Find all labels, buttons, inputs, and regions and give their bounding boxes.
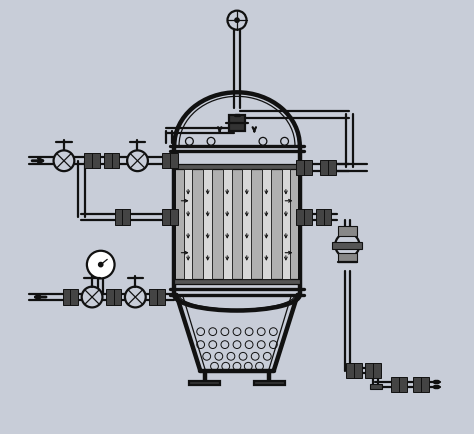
Bar <box>338 253 357 263</box>
Bar <box>242 169 251 279</box>
Bar <box>92 153 100 168</box>
Bar <box>174 279 300 284</box>
Bar <box>373 363 381 378</box>
Bar <box>111 153 119 168</box>
Bar <box>157 289 165 305</box>
Bar <box>162 210 170 224</box>
Bar <box>190 381 219 385</box>
Bar <box>328 160 336 175</box>
Bar <box>71 289 78 305</box>
Circle shape <box>87 251 115 279</box>
Bar <box>170 153 178 168</box>
Circle shape <box>281 138 289 145</box>
Bar <box>320 160 328 175</box>
Circle shape <box>235 18 239 22</box>
Bar <box>262 169 271 279</box>
Bar <box>229 115 245 131</box>
Bar <box>203 169 212 279</box>
Bar <box>324 210 331 224</box>
Bar <box>84 153 92 168</box>
Bar <box>149 289 157 305</box>
Bar <box>115 210 122 224</box>
Bar <box>354 363 362 378</box>
Bar <box>104 153 111 168</box>
Circle shape <box>99 263 102 266</box>
Bar <box>63 289 71 305</box>
Circle shape <box>228 11 246 30</box>
Circle shape <box>185 138 193 145</box>
Bar <box>332 242 363 249</box>
Bar <box>365 363 373 378</box>
Bar <box>296 210 304 224</box>
Bar <box>106 289 114 305</box>
Bar <box>392 377 399 392</box>
Bar <box>174 164 300 169</box>
Circle shape <box>207 138 215 145</box>
Bar <box>114 289 121 305</box>
Circle shape <box>259 138 267 145</box>
Circle shape <box>54 150 74 171</box>
Bar <box>421 377 428 392</box>
Bar <box>175 169 299 279</box>
Circle shape <box>125 286 146 307</box>
Bar <box>304 210 312 224</box>
Bar <box>346 363 354 378</box>
Bar <box>184 169 192 279</box>
Circle shape <box>335 233 359 257</box>
Bar <box>223 169 232 279</box>
Bar <box>255 381 284 385</box>
Circle shape <box>127 150 148 171</box>
Bar <box>282 169 290 279</box>
Bar <box>170 210 178 224</box>
Bar <box>296 160 304 175</box>
Bar <box>413 377 421 392</box>
Bar <box>162 153 170 168</box>
Bar <box>316 210 324 224</box>
Circle shape <box>82 286 102 307</box>
Bar <box>304 160 312 175</box>
Bar <box>122 210 130 224</box>
Bar <box>370 384 382 389</box>
Bar <box>338 226 357 237</box>
Bar <box>399 377 407 392</box>
